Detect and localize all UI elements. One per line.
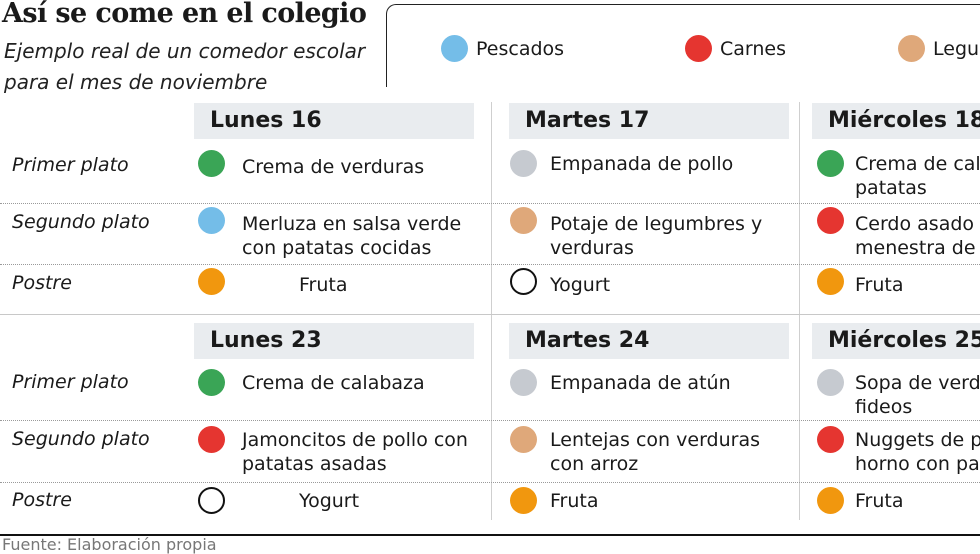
dish-name: Jamoncitos de pollo con xyxy=(242,429,468,451)
green-circle-icon xyxy=(198,369,225,396)
dish-name: Sopa de verd xyxy=(855,372,980,394)
legend-item-legumbres: Legu xyxy=(898,35,979,62)
row-divider xyxy=(0,482,980,483)
dish-name: Lentejas con verduras xyxy=(550,429,761,451)
row-label-primer-plato: Primer plato xyxy=(12,371,129,393)
column-divider xyxy=(799,102,800,520)
row-divider xyxy=(0,420,980,421)
dish-name: Crema de cal xyxy=(855,153,980,175)
dish-name: Crema de verduras xyxy=(242,156,425,178)
orange-circle-icon xyxy=(817,268,844,295)
legend-label: Carnes xyxy=(720,37,787,60)
legend-label: Pescados xyxy=(476,37,565,60)
dish-name: Crema de calabaza xyxy=(242,372,425,394)
row-divider xyxy=(0,203,980,204)
source-note: Fuente: Elaboración propia xyxy=(2,535,217,554)
row-label-postre: Postre xyxy=(12,272,72,294)
beige-circle-icon xyxy=(898,35,925,62)
row-label-segundo-plato: Segundo plato xyxy=(12,428,150,450)
empty-circle-icon xyxy=(510,268,537,295)
legend-frame xyxy=(386,4,980,87)
page-title: Así se come en el colegio xyxy=(2,0,367,29)
bottom-rule xyxy=(0,534,980,536)
blue-circle-icon xyxy=(198,207,225,234)
day-header: Miércoles 18 xyxy=(812,103,980,139)
red-circle-icon xyxy=(198,426,225,453)
dish-name-line-2: con patatas cocidas xyxy=(242,237,432,259)
row-label-primer-plato: Primer plato xyxy=(12,154,129,176)
legend-label: Legu xyxy=(933,37,980,60)
subtitle-line-2: para el mes de noviembre xyxy=(4,70,268,94)
day-header: Martes 17 xyxy=(509,103,789,139)
subtitle: Ejemplo real de un comedor escolar para … xyxy=(4,36,384,98)
row-label-postre: Postre xyxy=(12,489,72,511)
legend-item-pescados: Pescados xyxy=(441,35,564,62)
dish-name-line-2: patatas xyxy=(855,177,927,199)
row-divider xyxy=(0,264,980,265)
day-header: Miércoles 25 xyxy=(812,323,980,359)
grey-circle-icon xyxy=(510,150,537,177)
dish-name-line-2: patatas asadas xyxy=(242,453,387,475)
subtitle-line-1: Ejemplo real de un comedor escolar xyxy=(4,39,366,63)
blue-circle-icon xyxy=(441,35,468,62)
dish-name: Empanada de pollo xyxy=(550,153,734,175)
beige-circle-icon xyxy=(510,207,537,234)
dish-name: Yogurt xyxy=(550,274,611,296)
row-label-segundo-plato: Segundo plato xyxy=(12,211,150,233)
dish-name-line-2: fideos xyxy=(855,396,913,418)
dish-name: Potaje de legumbres y xyxy=(550,213,763,235)
dish-name: Fruta xyxy=(855,490,904,512)
green-circle-icon xyxy=(198,150,225,177)
day-header: Martes 24 xyxy=(509,323,789,359)
dish-name-line-2: verduras xyxy=(550,237,634,259)
legend-item-carnes: Carnes xyxy=(685,35,786,62)
green-circle-icon xyxy=(817,150,844,177)
empty-circle-icon xyxy=(198,487,225,514)
dish-name: Fruta xyxy=(550,490,599,512)
dish-name: Cerdo asado xyxy=(855,213,975,235)
dish-name: Nuggets de p xyxy=(855,429,980,451)
day-header: Lunes 16 xyxy=(194,103,474,139)
red-circle-icon xyxy=(817,426,844,453)
dish-name: Yogurt xyxy=(299,490,360,512)
red-circle-icon xyxy=(685,35,712,62)
dish-name-line-2: menestra de xyxy=(855,237,976,259)
orange-circle-icon xyxy=(510,487,537,514)
dish-name: Fruta xyxy=(855,274,904,296)
grey-circle-icon xyxy=(817,369,844,396)
dish-name: Empanada de atún xyxy=(550,372,731,394)
beige-circle-icon xyxy=(510,426,537,453)
dish-name: Fruta xyxy=(299,274,348,296)
red-circle-icon xyxy=(817,207,844,234)
grey-circle-icon xyxy=(510,369,537,396)
dish-name: Merluza en salsa verde xyxy=(242,213,462,235)
day-header: Lunes 23 xyxy=(194,323,474,359)
week-divider xyxy=(0,314,980,315)
orange-circle-icon xyxy=(817,487,844,514)
column-divider xyxy=(491,102,492,520)
dish-name-line-2: horno con pa xyxy=(855,453,980,475)
dish-name-line-2: con arroz xyxy=(550,453,639,475)
orange-circle-icon xyxy=(198,268,225,295)
